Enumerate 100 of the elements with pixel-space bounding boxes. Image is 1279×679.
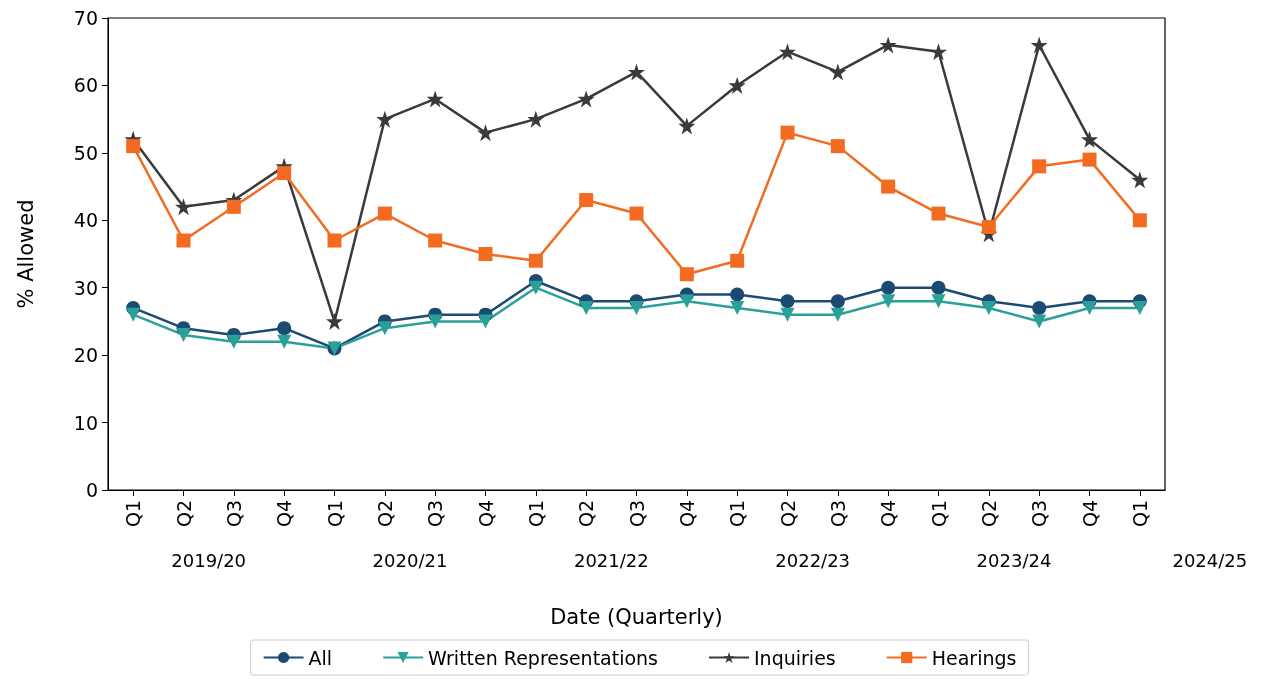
point: [931, 280, 946, 295]
y-tick-label: 10: [73, 411, 98, 434]
legend-label: Written Representations: [428, 646, 659, 669]
point: [528, 280, 543, 295]
point: [779, 43, 796, 61]
x-tick-label: Q2: [977, 500, 1000, 528]
x-tick-label: Q4: [273, 500, 296, 528]
point: [931, 206, 946, 221]
x-tick-label: Q1: [122, 500, 145, 528]
text: 2019/20: [171, 549, 247, 571]
point: [881, 179, 896, 194]
legend-label: Hearings: [931, 646, 1017, 669]
point: [377, 206, 392, 221]
point: [126, 139, 141, 154]
text: 2021/22: [573, 549, 649, 571]
point: [428, 233, 443, 248]
point: [1132, 213, 1147, 228]
point: [126, 307, 141, 322]
x-tick-label: Q1: [927, 500, 950, 528]
x-tick-label: Q2: [172, 500, 195, 528]
point: [327, 233, 342, 248]
point: [730, 253, 745, 268]
x-tick-label: Q3: [222, 500, 245, 528]
point: [679, 294, 694, 309]
point: [376, 110, 394, 128]
point: [579, 193, 594, 208]
point: [730, 287, 745, 302]
point: [1082, 300, 1097, 315]
point: [1081, 130, 1098, 148]
point: [780, 294, 795, 309]
point: [477, 124, 494, 142]
point: [780, 125, 795, 140]
point: [780, 307, 795, 322]
point: [1030, 36, 1048, 54]
x-tick-label: Q1: [524, 500, 547, 528]
point: [678, 117, 696, 135]
point: [728, 76, 746, 94]
y-tick-label: 0: [85, 479, 98, 501]
point: [377, 321, 392, 336]
y-tick-label: 70: [73, 7, 98, 29]
point: [881, 280, 896, 295]
point: [1082, 152, 1097, 167]
point: [829, 63, 847, 81]
point: [981, 220, 996, 235]
point: [830, 307, 845, 322]
point: [277, 334, 292, 349]
point: [176, 233, 191, 248]
x-tick-label: Q3: [826, 500, 849, 528]
x-tick-label: Q1: [1128, 500, 1151, 528]
y-tick-label: 30: [73, 276, 98, 299]
point: [426, 90, 444, 108]
x-axis-title: Date (Quarterly): [550, 604, 723, 629]
x-tick-label: Q4: [474, 500, 497, 528]
x-tick-label: Q1: [323, 500, 346, 528]
x-tick-label: Q4: [877, 500, 900, 528]
point: [1131, 171, 1149, 189]
legend-label: All: [308, 646, 333, 669]
point: [478, 247, 493, 261]
point: [226, 334, 241, 349]
y-axis-title: % Allowed: [13, 199, 38, 309]
x-tick-label: Q3: [424, 500, 447, 528]
point: [528, 253, 543, 268]
point: [930, 43, 947, 61]
point: [629, 300, 644, 315]
point: [277, 166, 292, 181]
point: [881, 294, 896, 309]
point: [830, 294, 845, 309]
x-tick-label: Q4: [675, 500, 698, 528]
point: [1032, 314, 1047, 329]
x-tick-label: Q3: [1028, 500, 1051, 528]
point: [629, 206, 644, 221]
x-tick-label: Q2: [776, 500, 799, 528]
point: [226, 199, 241, 214]
point: [1032, 159, 1047, 174]
text: 2023/24: [976, 549, 1052, 571]
point: [931, 294, 946, 309]
text: 2024/25: [1172, 549, 1248, 571]
point: [277, 321, 292, 336]
point: [175, 198, 192, 216]
point: [830, 139, 845, 154]
point: [730, 300, 745, 315]
point: [981, 300, 996, 315]
point: [428, 314, 443, 329]
y-tick-label: 60: [73, 74, 98, 97]
point: [628, 63, 645, 81]
x-tick-label: Q3: [625, 500, 648, 528]
text: 2022/23: [775, 549, 851, 571]
point: [1132, 300, 1147, 315]
point: [679, 267, 694, 282]
y-tick-label: 40: [73, 209, 98, 232]
x-tick-label: Q4: [1078, 500, 1101, 528]
x-tick-label: Q1: [726, 500, 749, 528]
y-tick-label: 50: [73, 141, 98, 164]
point: [1032, 300, 1047, 315]
text: 2020/21: [372, 549, 448, 571]
point: [478, 314, 493, 329]
point: [527, 110, 545, 128]
x-tick-label: Q2: [575, 500, 598, 528]
y-tick-label: 20: [73, 344, 98, 367]
legend-label: Inquiries: [754, 646, 836, 669]
